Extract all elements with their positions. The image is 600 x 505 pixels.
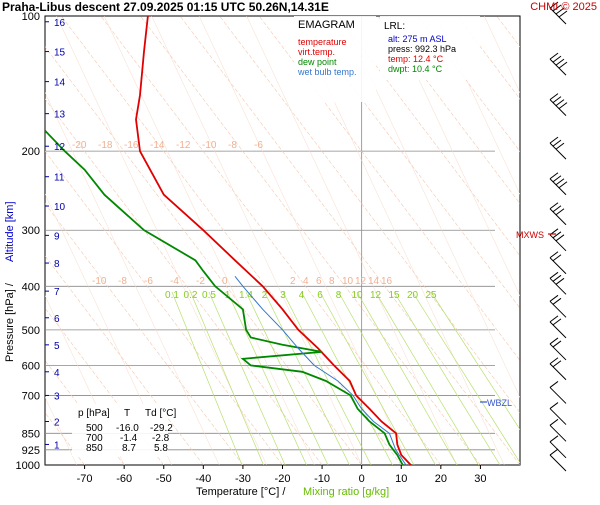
mixing-ratio-label: 15	[388, 290, 400, 301]
altitude-tick-label: 8	[54, 259, 60, 270]
adiabat-label-lower: 8	[329, 276, 335, 287]
lrl-box: LRL: alt: 275 m ASL press: 992.3 hPa tem…	[380, 16, 480, 80]
adiabat-label-lower: 10	[342, 276, 354, 287]
lrl-press: press: 992.3 hPa	[388, 44, 456, 54]
temp-tick-label: -70	[77, 473, 93, 485]
mixing-ratio-label: 0.1	[165, 290, 179, 301]
altitude-tick-label: 6	[54, 314, 60, 325]
mixing-ratio-label: 0.2	[184, 290, 198, 301]
mixing-ratio-label: 0.5	[202, 290, 216, 301]
temp-tick-label: -60	[116, 473, 132, 485]
wbzl-label: WBZL	[487, 398, 512, 408]
altitude-tick-label: 12	[54, 142, 66, 153]
adiabat-label-upper: -8	[228, 140, 237, 151]
adiabat-label-lower: -6	[144, 276, 153, 287]
pressure-tick-label: 850	[22, 428, 40, 440]
temp-tick-label: 10	[395, 473, 407, 485]
adiabat-label-upper: -10	[202, 140, 217, 151]
pressure-tick-label: 600	[22, 360, 40, 372]
altitude-tick-label: 13	[54, 110, 66, 121]
altitude-tick-label: 5	[54, 341, 60, 352]
lrl-temp: temp: 12.4 °C	[388, 54, 444, 64]
xlabel-mix: Mixing ratio [g/kg]	[303, 486, 389, 498]
adiabat-label-upper: -14	[150, 140, 165, 151]
adiabat-label-lower: -10	[92, 276, 107, 287]
lrl-dwpt: dwpt: 10.4 °C	[388, 64, 443, 74]
altitude-tick-label: 4	[54, 368, 60, 379]
adiabat-label-upper: -16	[124, 140, 139, 151]
adiabat-label-lower: 6	[316, 276, 322, 287]
mixing-ratio-label: 4	[299, 290, 305, 301]
adiabat-label-lower: 12	[355, 276, 367, 287]
altitude-tick-label: 3	[54, 391, 60, 402]
pressure-tick-label: 500	[22, 325, 40, 337]
chart-title: Praha-Libus descent 27.09.2025 01:15 UTC…	[2, 0, 329, 14]
pressure-tick-label: 400	[22, 281, 40, 293]
adiabat-label-lower: 2	[290, 276, 296, 287]
altitude-tick-label: 15	[54, 48, 66, 59]
temp-tick-label: 30	[474, 473, 486, 485]
temp-tick-label: -40	[195, 473, 211, 485]
adiabat-label-upper: -18	[98, 140, 113, 151]
mixing-ratio-label: 3	[280, 290, 286, 301]
ylabel-pressure: Pressure [hPa] /	[4, 282, 16, 362]
mixing-ratio-label: 20	[407, 290, 419, 301]
altitude-tick-label: 7	[54, 287, 60, 298]
altitude-tick-label: 11	[54, 173, 65, 184]
temp-tick-label: 20	[435, 473, 447, 485]
legend-title: EMAGRAM	[298, 19, 355, 31]
temp-tick-label: 0	[359, 473, 365, 485]
altitude-tick-label: 16	[54, 18, 66, 29]
mixing-ratio-label: 25	[425, 290, 437, 301]
altitude-tick-label: 9	[54, 231, 60, 242]
adiabat-label-lower: -2	[196, 276, 205, 287]
lrl-title: LRL:	[384, 21, 405, 32]
legend-item-virt-temp: virt.temp.	[298, 47, 335, 57]
mxws-label: MXWS	[516, 230, 544, 240]
legend-item-temperature: temperature	[298, 37, 347, 47]
mixing-ratio-label: 8	[336, 290, 342, 301]
adiabat-label-lower: -4	[170, 276, 179, 287]
lrl-alt: alt: 275 m ASL	[388, 34, 447, 44]
adiabat-label-lower: 16	[381, 276, 393, 287]
levels-table: p [hPa] T Td [°C] 500 -16.0 -29.2 700 -1…	[72, 404, 176, 456]
adiabat-label-lower: -8	[118, 276, 127, 287]
mixing-ratio-label: 12	[370, 290, 382, 301]
temp-tick-label: -20	[275, 473, 291, 485]
table-row-850-p: 850	[86, 443, 103, 454]
temp-tick-label: -10	[314, 473, 330, 485]
table-header-p: p [hPa]	[78, 408, 110, 419]
mixing-ratio-label: 10	[351, 290, 363, 301]
adiabat-label-upper: -20	[72, 140, 87, 151]
pressure-tick-label: 1000	[16, 460, 40, 472]
adiabat-label-upper: -6	[254, 140, 263, 151]
table-header-td: Td [°C]	[145, 408, 176, 419]
adiabat-label-lower: 4	[303, 276, 309, 287]
legend-item-wet-bulb: wet bulb temp.	[297, 67, 357, 77]
pressure-tick-label: 300	[22, 225, 40, 237]
adiabat-label-upper: -12	[176, 140, 191, 151]
table-row-850-t: 8.7	[122, 443, 136, 454]
altitude-tick-label: 1	[54, 440, 60, 451]
pressure-tick-label: 925	[22, 445, 40, 457]
temp-tick-label: -50	[156, 473, 172, 485]
table-header-t: T	[124, 408, 130, 419]
altitude-tick-label: 10	[54, 202, 66, 213]
copyright: CHMI © 2025	[530, 1, 597, 13]
legend-item-dew-point: dew point	[298, 57, 337, 67]
adiabat-label-lower: 0	[222, 276, 228, 287]
altitude-tick-label: 2	[54, 417, 60, 428]
adiabat-label-lower: 14	[368, 276, 380, 287]
pressure-tick-label: 700	[22, 390, 40, 402]
altitude-tick-label: 14	[54, 78, 66, 89]
temp-tick-label: -30	[235, 473, 251, 485]
pressure-tick-label: 200	[22, 146, 40, 158]
ylabel-altitude: Altitude [km]	[4, 201, 16, 262]
legend-box: EMAGRAM temperature virt.temp. dew point…	[294, 16, 376, 102]
xlabel-temp: Temperature [°C] /	[196, 486, 286, 498]
mixing-ratio-label: 6	[317, 290, 323, 301]
table-row-850-td: 5.8	[154, 443, 168, 454]
